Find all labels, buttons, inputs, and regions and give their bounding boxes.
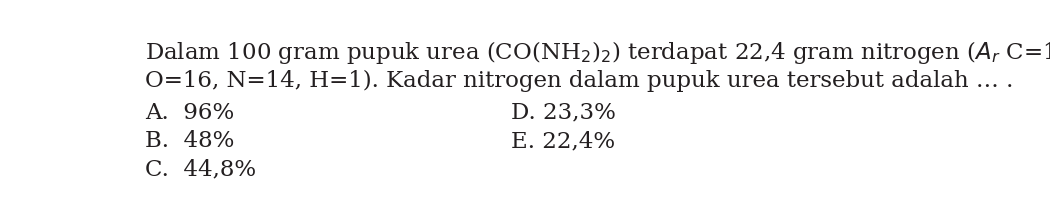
Text: Dalam 100 gram pupuk urea (CO(NH$_{2}$)$_{2}$) terdapat 22,4 gram nitrogen ($A_{: Dalam 100 gram pupuk urea (CO(NH$_{2}$)$…: [145, 39, 1050, 65]
Text: B.  48%: B. 48%: [145, 130, 234, 152]
Text: C.  44,8%: C. 44,8%: [145, 158, 256, 180]
Text: A.  96%: A. 96%: [145, 101, 234, 123]
Text: O=16, N=14, H=1). Kadar nitrogen dalam pupuk urea tersebut adalah … .: O=16, N=14, H=1). Kadar nitrogen dalam p…: [145, 69, 1013, 91]
Text: E. 22,4%: E. 22,4%: [511, 130, 615, 152]
Text: D. 23,3%: D. 23,3%: [511, 101, 616, 123]
